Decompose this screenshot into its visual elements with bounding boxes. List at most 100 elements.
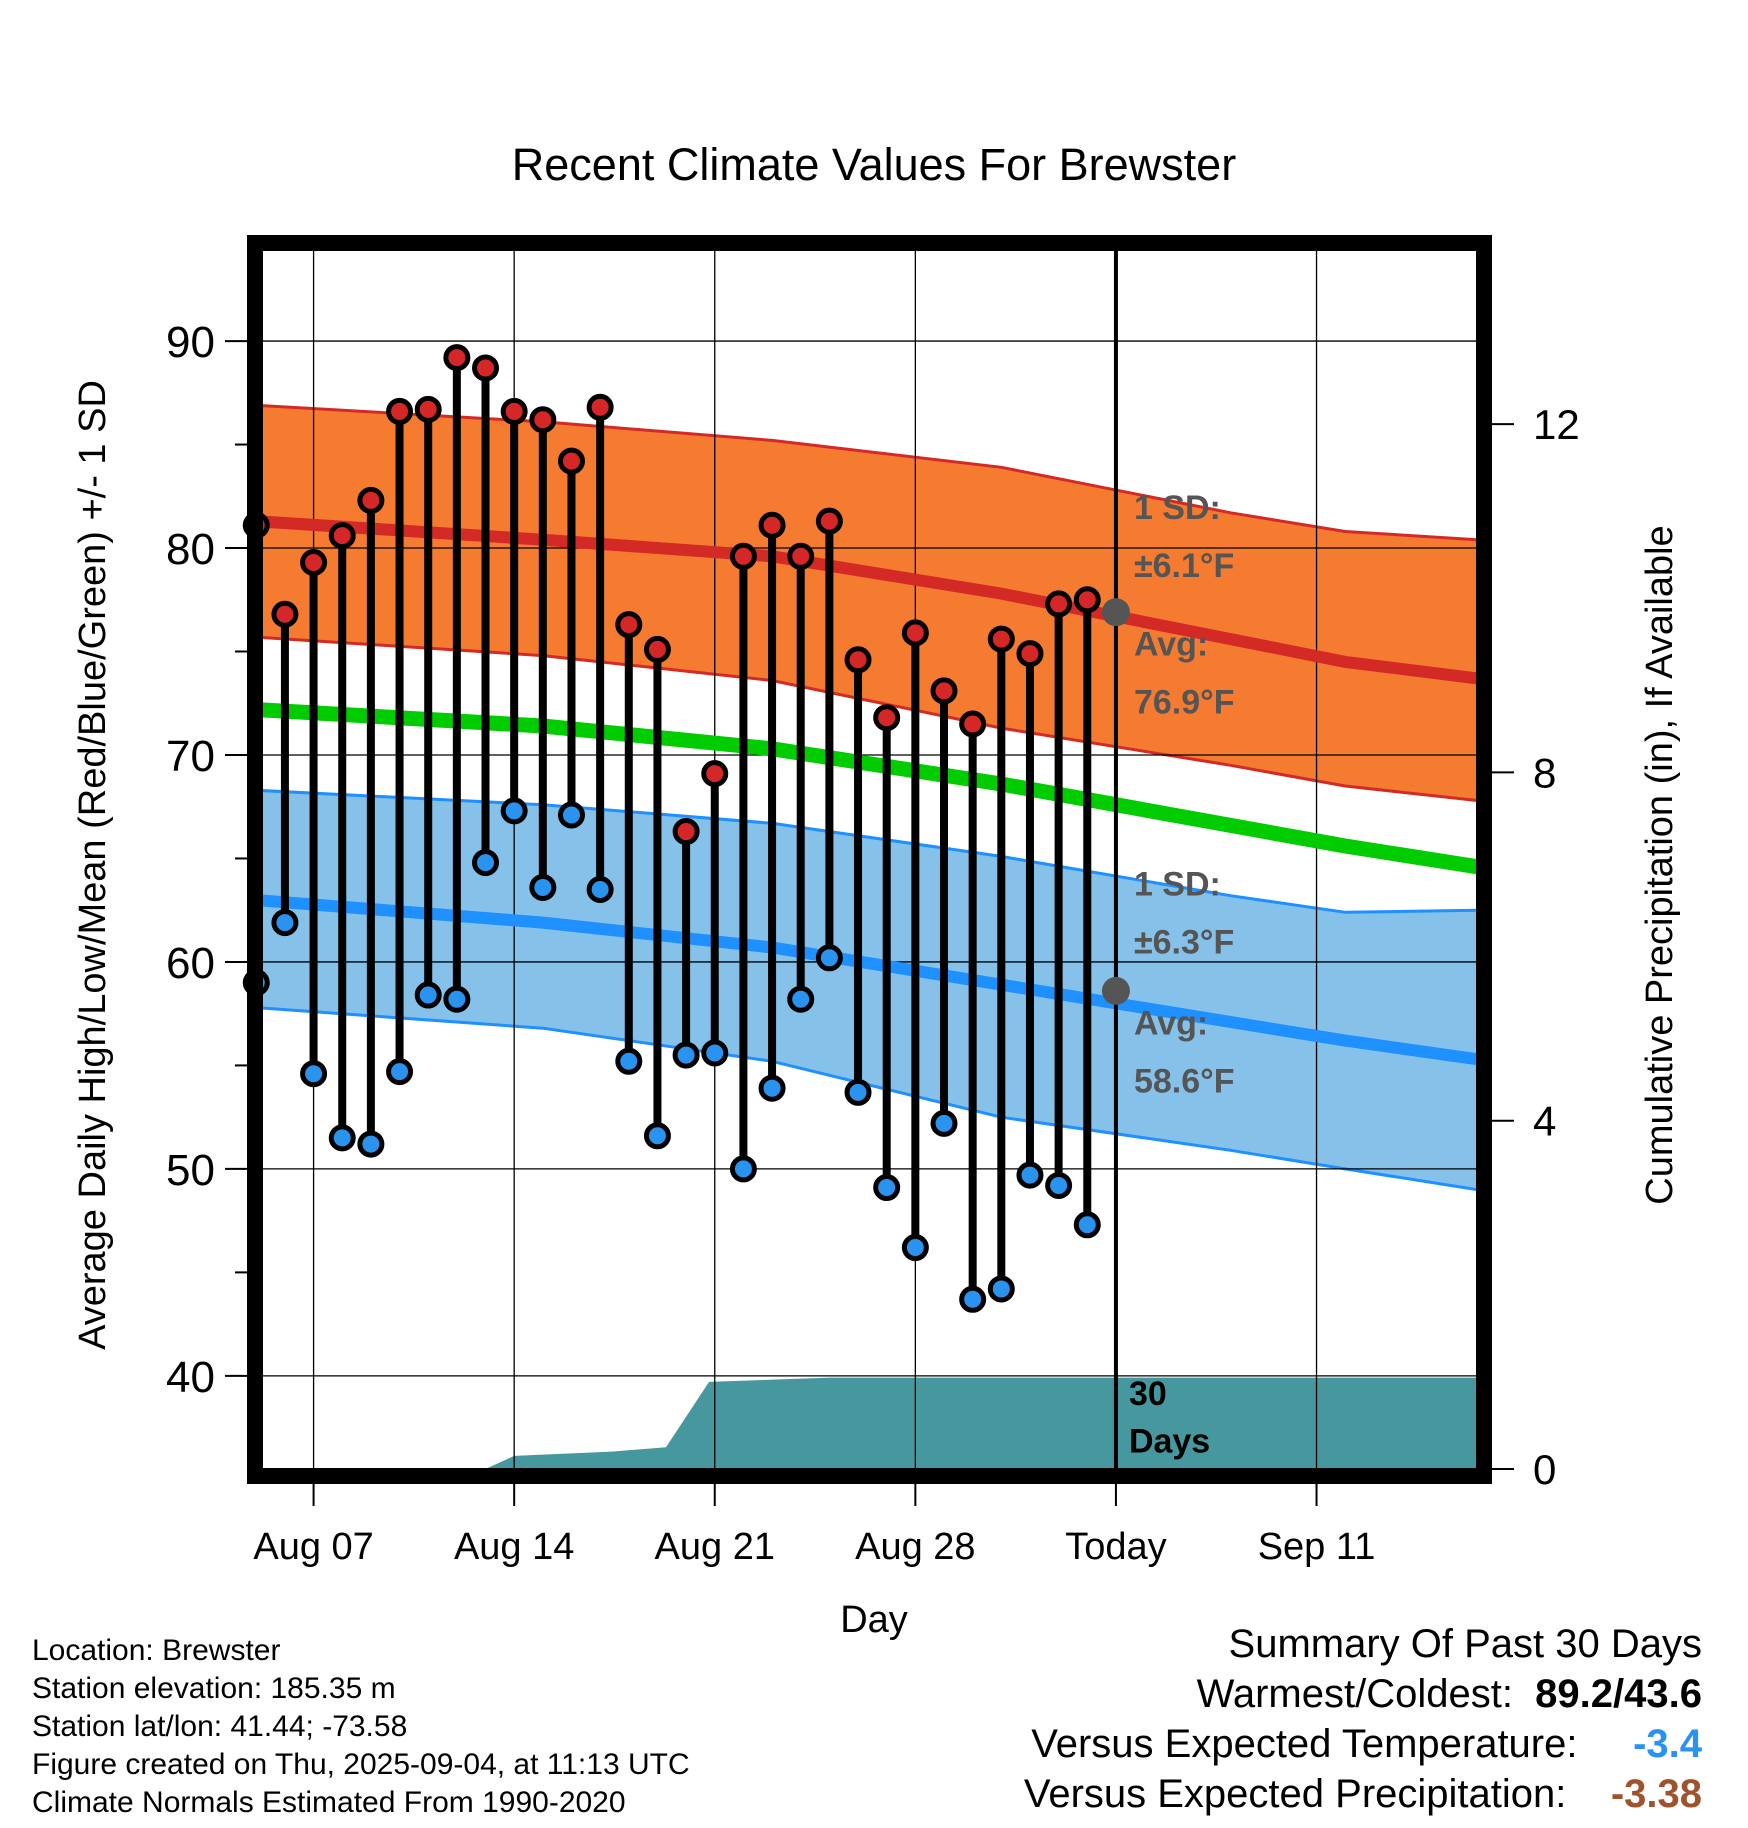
observed-high-point bbox=[300, 549, 328, 577]
observed-low-point bbox=[873, 1174, 901, 1202]
observed-high-point bbox=[701, 760, 729, 788]
info-latlon: Station lat/lon: 41.44; -73.58 bbox=[32, 1710, 408, 1743]
summary-title-text: Summary Of Past 30 Days bbox=[1228, 1622, 1702, 1666]
observed-low-point bbox=[386, 1058, 414, 1086]
observed-low-point bbox=[815, 944, 843, 972]
observed-high-point bbox=[815, 507, 843, 535]
observed-high-point bbox=[328, 522, 356, 550]
station-info: Location: Brewster Station elevation: 18… bbox=[32, 1632, 690, 1822]
today-high-avg-marker bbox=[1101, 598, 1130, 627]
info-elevation: Station elevation: 185.35 m bbox=[32, 1672, 396, 1705]
summary-temperature: Versus Expected Temperature: -3.4 bbox=[1031, 1722, 1702, 1767]
observed-low-point bbox=[615, 1047, 643, 1075]
observed-high-point bbox=[1073, 586, 1101, 614]
observed-low-point bbox=[357, 1130, 385, 1158]
observed-low-point bbox=[959, 1285, 987, 1313]
observed-high-point bbox=[443, 344, 471, 372]
high-avg-label: Avg: bbox=[1134, 626, 1208, 664]
observed-low-point bbox=[414, 981, 442, 1009]
precipitation-value: -3.38 bbox=[1610, 1772, 1702, 1816]
observed-high-point bbox=[873, 704, 901, 732]
chart-title: Recent Climate Values For Brewster bbox=[512, 139, 1236, 190]
y-left-tick-label: 50 bbox=[166, 1146, 215, 1195]
observed-low-point bbox=[1016, 1161, 1044, 1189]
observed-low-point bbox=[901, 1234, 929, 1262]
observed-high-point bbox=[787, 542, 815, 570]
temperature-label: Versus Expected Temperature: bbox=[1031, 1722, 1578, 1766]
summary-warmest-coldest: Warmest/Coldest: 89.2/43.6 bbox=[1197, 1672, 1702, 1717]
y-right-tick-label: 4 bbox=[1533, 1098, 1556, 1145]
today-low-avg-marker bbox=[1101, 976, 1130, 1005]
low-sd-label: 1 SD: bbox=[1134, 866, 1221, 904]
observed-high-point bbox=[500, 397, 528, 425]
high-sd-band bbox=[262, 405, 1477, 801]
observed-low-point bbox=[844, 1078, 872, 1106]
observed-low-point bbox=[529, 873, 557, 901]
observed-low-point bbox=[787, 985, 815, 1013]
info-location: Location: Brewster bbox=[32, 1634, 281, 1667]
summary-precipitation: Versus Expected Precipitation: -3.38 bbox=[1024, 1772, 1702, 1817]
observed-low-point bbox=[701, 1039, 729, 1067]
y-right-tick-label: 12 bbox=[1533, 401, 1580, 448]
observed-high-point bbox=[615, 611, 643, 639]
y-right-tick-label: 8 bbox=[1533, 749, 1556, 796]
observed-high-point bbox=[557, 447, 585, 475]
y-left-tick-label: 90 bbox=[166, 318, 215, 367]
observed-high-point bbox=[930, 677, 958, 705]
summary-title: Summary Of Past 30 Days bbox=[1229, 1622, 1702, 1667]
observed-low-point bbox=[1073, 1211, 1101, 1239]
x-tick-label: Aug 28 bbox=[855, 1526, 975, 1568]
observed-high-point bbox=[529, 406, 557, 434]
low-avg-label: Avg: bbox=[1134, 1004, 1208, 1042]
precipitation-area bbox=[262, 1377, 1477, 1469]
observed-high-point bbox=[672, 818, 700, 846]
y-left-tick-label: 40 bbox=[166, 1353, 215, 1402]
observed-low-point bbox=[643, 1122, 671, 1150]
observed-high-point bbox=[271, 600, 299, 628]
observed-low-point bbox=[987, 1275, 1015, 1303]
warmest-coldest-label: Warmest/Coldest: bbox=[1196, 1672, 1513, 1716]
info-created: Figure created on Thu, 2025-09-04, at 11… bbox=[32, 1748, 690, 1781]
observed-high-point bbox=[901, 619, 929, 647]
x-tick-label: Aug 07 bbox=[253, 1526, 373, 1568]
observed-low-point bbox=[443, 985, 471, 1013]
y-axis-right-label: Cumulative Precipitation (in), If Availa… bbox=[1639, 525, 1681, 1204]
observed-high-point bbox=[959, 710, 987, 738]
observed-low-point bbox=[271, 909, 299, 937]
observed-low-point bbox=[586, 876, 614, 904]
observed-low-point bbox=[328, 1124, 356, 1152]
observed-low-point bbox=[758, 1074, 786, 1102]
observed-low-point bbox=[472, 849, 500, 877]
plot-area: 1 SD: ±6.1°F Avg: 76.9°F 1 SD: ±6.3°F Avg: 58.6… bbox=[166, 235, 1580, 1568]
info-normals: Climate Normals Estimated From 1990-2020 bbox=[32, 1786, 626, 1819]
y-left-tick-label: 70 bbox=[166, 732, 215, 781]
observed-low-point bbox=[557, 801, 585, 829]
temperature-value: -3.4 bbox=[1633, 1722, 1702, 1766]
low-sd-band bbox=[262, 790, 1477, 1190]
warmest-coldest-value: 89.2/43.6 bbox=[1535, 1672, 1702, 1716]
observed-high-point bbox=[987, 625, 1015, 653]
observed-high-point bbox=[844, 646, 872, 674]
observed-low-point bbox=[1045, 1171, 1073, 1199]
observed-high-point bbox=[729, 542, 757, 570]
x-axis-label: Day bbox=[840, 1599, 908, 1641]
observed-high-point bbox=[414, 395, 442, 423]
high-avg-value: 76.9°F bbox=[1134, 684, 1235, 722]
x-tick-label: Aug 21 bbox=[655, 1526, 775, 1568]
observed-high-point bbox=[1016, 640, 1044, 668]
low-avg-value: 58.6°F bbox=[1134, 1062, 1235, 1100]
observed-high-point bbox=[643, 635, 671, 663]
x-tick-label: Today bbox=[1065, 1526, 1166, 1568]
precipitation-label: Versus Expected Precipitation: bbox=[1023, 1772, 1567, 1816]
observed-high-point bbox=[1045, 590, 1073, 618]
observed-high-point bbox=[758, 511, 786, 539]
y-axis-left-label: Average Daily High/Low/Mean (Red/Blue/Gr… bbox=[72, 380, 114, 1350]
observed-low-point bbox=[729, 1155, 757, 1183]
low-sd-value: ±6.3°F bbox=[1134, 924, 1234, 962]
observed-high-point bbox=[357, 486, 385, 514]
y-left-tick-label: 60 bbox=[166, 939, 215, 988]
observed-high-point bbox=[472, 354, 500, 382]
observed-low-point bbox=[300, 1060, 328, 1088]
observed-high-point bbox=[386, 397, 414, 425]
